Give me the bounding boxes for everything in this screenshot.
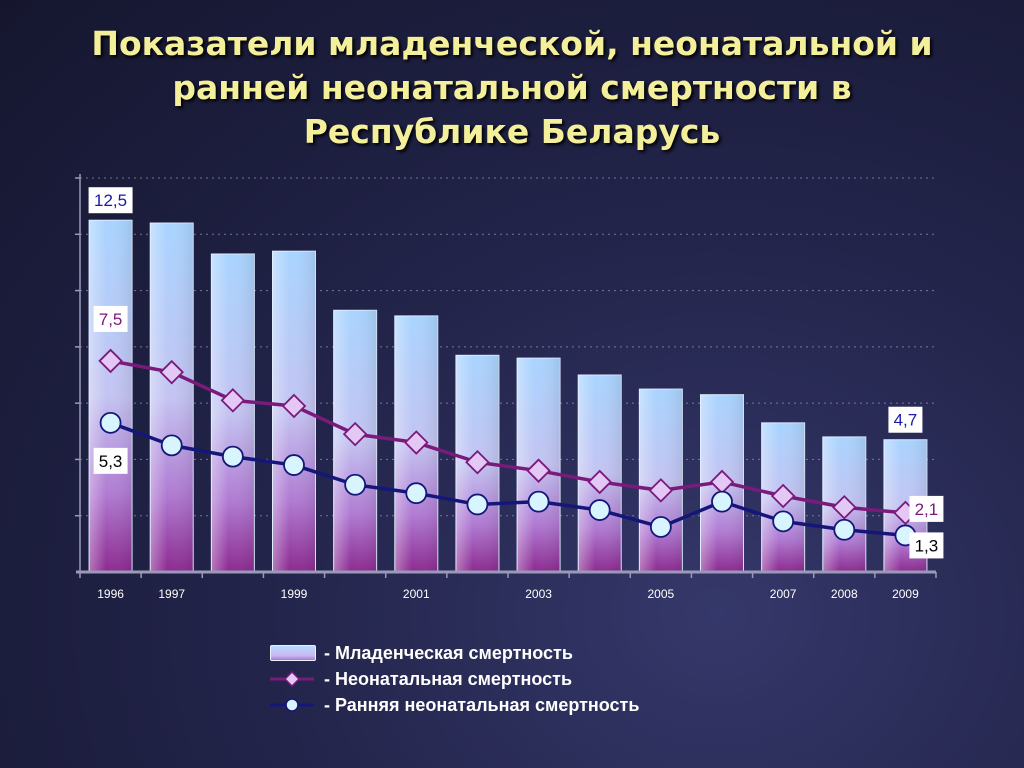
legend-item-early: - Ранняя неонатальная смертность bbox=[268, 692, 639, 718]
diamond-point bbox=[159, 359, 184, 385]
data-label-box bbox=[888, 406, 923, 433]
circle-point bbox=[649, 516, 672, 538]
diamond-point bbox=[648, 478, 674, 503]
circle-point bbox=[344, 473, 367, 496]
diamond-point bbox=[404, 430, 429, 455]
lines bbox=[98, 348, 918, 547]
circle-point bbox=[99, 411, 122, 434]
legend-item-neonatal: - Неонатальная смертность bbox=[268, 666, 639, 692]
legend-item-infant: - Младенческая смертность bbox=[268, 640, 639, 666]
bar-swatch-icon bbox=[268, 644, 316, 662]
data-label: 1,3 bbox=[915, 536, 939, 555]
circle-point bbox=[833, 518, 856, 541]
data-label-box bbox=[93, 447, 128, 474]
circle-marker-icon bbox=[270, 698, 314, 712]
circle-point bbox=[283, 454, 305, 476]
diamond-point bbox=[342, 421, 368, 447]
x-tick-label: 2008 bbox=[831, 587, 858, 601]
bar-highlight bbox=[150, 223, 194, 572]
x-tick-label: 2007 bbox=[770, 587, 797, 601]
circle-point bbox=[466, 493, 489, 516]
data-label-box bbox=[909, 532, 944, 559]
diamond-point bbox=[526, 458, 551, 483]
title-line-1: Показатели младенческой, неонатальной и bbox=[91, 24, 933, 63]
circle-point bbox=[527, 490, 550, 513]
x-tick-label: 2001 bbox=[403, 587, 430, 601]
data-label-box bbox=[88, 187, 133, 214]
data-label: 5,3 bbox=[99, 452, 123, 471]
diamond-point bbox=[587, 469, 612, 495]
legend-label-infant: - Младенческая смертность bbox=[324, 642, 573, 663]
data-label: 7,5 bbox=[99, 310, 123, 329]
title-line-3: Республике Беларусь bbox=[303, 112, 721, 151]
data-label-box bbox=[909, 495, 944, 522]
bars bbox=[88, 219, 928, 573]
diamond-point bbox=[220, 388, 246, 413]
chart-title: Показатели младенческой, неонатальной и … bbox=[0, 22, 1024, 154]
data-labels: 12,5 7,5 5,3 4,7 2,1 1,3 bbox=[88, 187, 944, 559]
circle-point bbox=[160, 434, 183, 457]
data-label-box bbox=[93, 305, 128, 332]
data-label: 4,7 bbox=[894, 411, 918, 430]
x-tick-label: 2003 bbox=[525, 587, 552, 601]
diamond-point bbox=[465, 449, 490, 475]
legend: - Младенческая смертность - Неонатальная… bbox=[268, 640, 639, 718]
diamond-point bbox=[281, 393, 307, 419]
x-tick-label: 1997 bbox=[158, 587, 185, 601]
x-tick-label: 2005 bbox=[648, 587, 675, 601]
circle-point bbox=[711, 490, 733, 513]
grid-lines bbox=[75, 174, 936, 572]
circle-point bbox=[588, 499, 611, 521]
title-line-2: ранней неонатальной смертности в bbox=[172, 68, 852, 107]
legend-label-early: - Ранняя неонатальная смертность bbox=[324, 694, 640, 715]
diamond-point bbox=[770, 483, 796, 509]
circle-point bbox=[221, 445, 244, 468]
data-label: 2,1 bbox=[915, 500, 939, 519]
legend-label-neonatal: - Неонатальная смертность bbox=[324, 668, 573, 689]
data-label: 12,5 bbox=[94, 191, 127, 210]
bar-highlight bbox=[211, 253, 255, 572]
circle-point bbox=[772, 510, 795, 533]
x-tick-label: 1999 bbox=[281, 587, 308, 601]
diamond-point bbox=[832, 494, 857, 520]
bar-highlight bbox=[89, 220, 133, 572]
x-tick-label: 1996 bbox=[97, 587, 124, 601]
diamond-marker-icon bbox=[270, 670, 314, 688]
circle-point bbox=[405, 482, 428, 505]
diamond-point bbox=[98, 348, 123, 374]
x-tick-label: 2009 bbox=[892, 587, 919, 601]
x-axis: 1996 1997 1999 2001 2003 2005 2007 2008 2009 bbox=[76, 570, 937, 601]
chart-plot: 1996 1997 1999 2001 2003 2005 2007 2008 2009 12,… bbox=[75, 174, 944, 601]
